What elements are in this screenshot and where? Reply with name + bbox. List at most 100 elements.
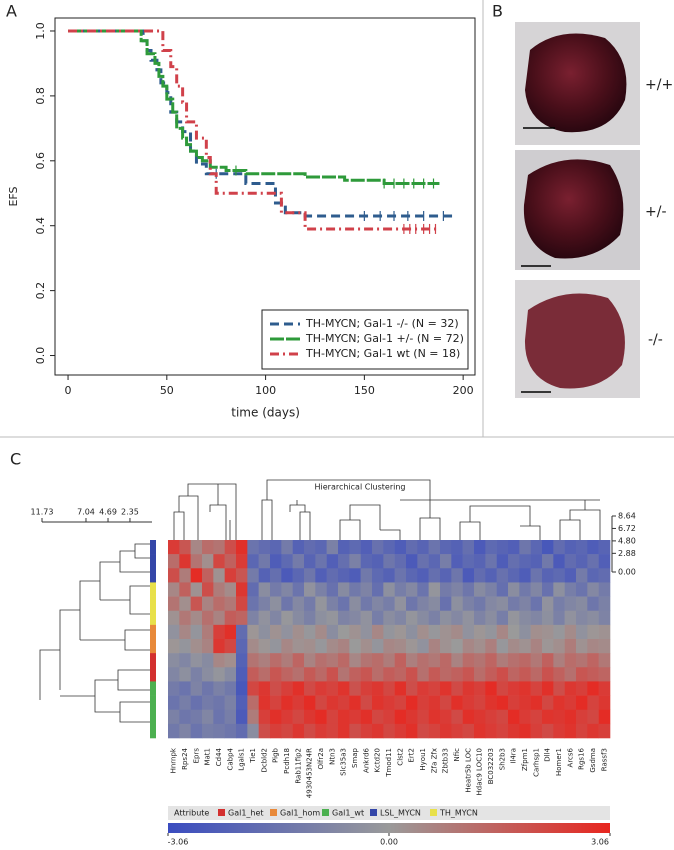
heatmap-cell (213, 723, 225, 739)
heatmap-cell (496, 639, 509, 654)
row-attribute (150, 639, 156, 654)
heatmap-cell (247, 709, 259, 725)
gene-label: Tmod11 (385, 748, 393, 778)
heatmap-cell (190, 709, 203, 725)
heatmap-cell (372, 681, 384, 696)
heatmap-cell (587, 667, 599, 682)
heatmap-cell (213, 709, 225, 725)
heatmap-cell (485, 554, 497, 569)
heatmap-cell (485, 667, 497, 682)
heatmap-cell (406, 582, 418, 597)
heatmap-cell (462, 681, 475, 696)
row-attribute (150, 667, 156, 682)
heatmap-cell (292, 695, 305, 711)
heatmap-cell (519, 695, 531, 711)
heatmap-cell (224, 596, 237, 612)
heatmap-cell (224, 554, 237, 569)
gene-label: Clst2 (396, 748, 404, 766)
heatmap-cell (451, 540, 463, 555)
heatmap-cell (326, 568, 339, 583)
heatmap-cell (315, 709, 327, 725)
heatmap-cell (202, 723, 214, 739)
heatmap-cell (338, 624, 350, 640)
heatmap-cell (315, 695, 327, 711)
heatmap-cell (485, 709, 497, 725)
gene-label: Rab11fip2 (294, 748, 302, 784)
heatmap-cell (542, 709, 554, 725)
heatmap-cell (213, 554, 225, 569)
gene-label: Sh2b3 (498, 748, 506, 770)
heatmap-cell (292, 681, 305, 696)
heatmap-cell (190, 653, 203, 668)
heatmap-cell (202, 582, 214, 597)
heatmap-cell (190, 540, 203, 555)
heatmap-cell (236, 540, 248, 555)
heatmap-cell (315, 596, 327, 612)
heatmap-cell (394, 695, 407, 711)
heatmap-cell (474, 695, 486, 711)
heatmap-cell (326, 667, 339, 682)
heatmap-cell (202, 554, 214, 569)
heatmap-cell (258, 639, 271, 654)
heatmap-cell (190, 639, 203, 654)
heatmap-cell (168, 695, 180, 711)
heatmap-cell (383, 653, 395, 668)
heatmap-cell (360, 667, 373, 682)
heatmap-cell (542, 582, 554, 597)
y-tick-label: 1.0 (34, 22, 47, 40)
survival-curve (68, 29, 454, 218)
heatmap-cell (394, 540, 407, 555)
heatmap-cell (406, 568, 418, 583)
heatmap-cell (236, 596, 248, 612)
heatmap-cell (428, 540, 441, 555)
heatmap-cell (508, 582, 520, 597)
heatmap-cell (281, 582, 293, 597)
heatmap-cell (564, 554, 577, 569)
heatmap-cell (236, 723, 248, 739)
heatmap-cell (213, 667, 225, 682)
heatmap-cell (496, 709, 509, 725)
heatmap-cell (213, 610, 225, 626)
heatmap-cell (451, 681, 463, 696)
heatmap-cell (383, 639, 395, 654)
legend-swatch (430, 809, 437, 816)
heatmap-cell (281, 639, 293, 654)
heatmap-cell (496, 653, 509, 668)
panel-label: A (6, 2, 17, 21)
heatmap-cell (247, 596, 259, 612)
heatmap-cell (304, 709, 316, 725)
heatmap-cell (462, 540, 475, 555)
y-tick-label: 0.2 (34, 282, 47, 300)
heatmap-cell (190, 554, 203, 569)
heatmap-cell (394, 639, 407, 654)
heatmap-cell (519, 624, 531, 640)
heatmap-cell (258, 596, 271, 612)
heatmap-cell (236, 695, 248, 711)
heatmap-cell (485, 624, 497, 640)
legend-title: Attribute (174, 809, 209, 818)
heatmap-cell (258, 568, 271, 583)
heatmap-cell (258, 582, 271, 597)
heatmap-cell (202, 695, 214, 711)
heatmap-cell (587, 695, 599, 711)
gene-label: Rassf3 (600, 748, 608, 771)
heatmap-cell (304, 723, 316, 739)
genotype-label: +/+ (645, 77, 673, 93)
heatmap-cell (576, 568, 588, 583)
heatmap-cell (224, 653, 237, 668)
heatmap-cell (270, 582, 282, 597)
gene-label: Pigb (272, 747, 280, 762)
heatmap-cell (417, 554, 429, 569)
heatmap-cell (576, 653, 588, 668)
heatmap-cell (564, 723, 577, 739)
row-attribute (150, 596, 156, 612)
heatmap-cell (315, 582, 327, 597)
heatmap-cell (292, 610, 305, 626)
heatmap-cell (179, 681, 191, 696)
heatmap-cell (168, 723, 180, 739)
heatmap-cell (338, 667, 350, 682)
heatmap-cell (338, 695, 350, 711)
heatmap-cell (576, 596, 588, 612)
heatmap-cell (349, 723, 361, 739)
row-dendrogram (39, 543, 150, 723)
